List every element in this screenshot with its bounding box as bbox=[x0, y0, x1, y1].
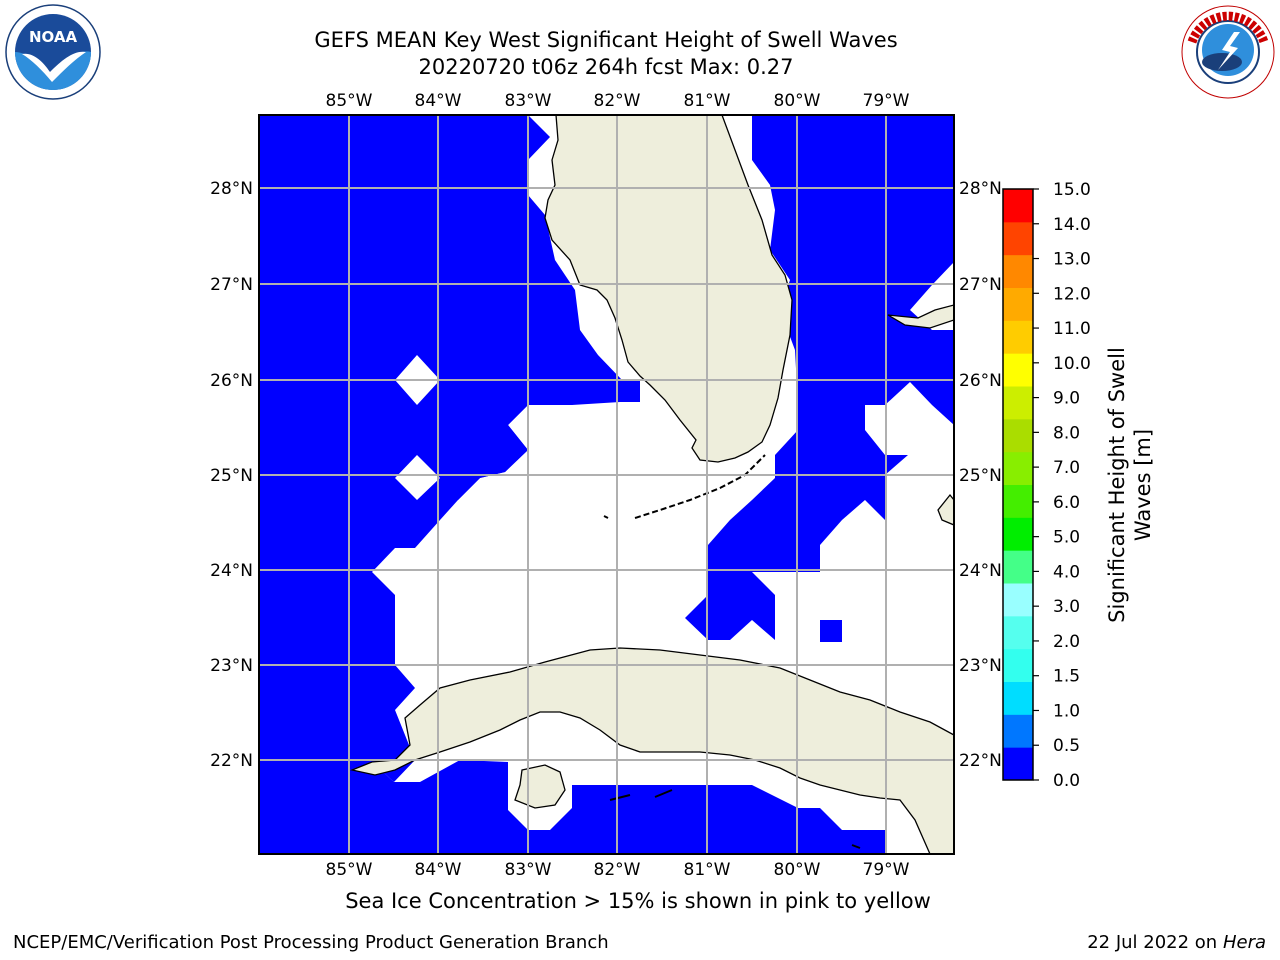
colorbar-tick-label: 10.0 bbox=[1053, 354, 1091, 374]
lon-label-top: 84°W bbox=[415, 91, 462, 111]
colorbar-title-line2: Waves [m] bbox=[1131, 429, 1155, 541]
lon-label-bottom: 81°W bbox=[684, 860, 731, 880]
lat-label-right: 25°N bbox=[959, 466, 1002, 486]
lat-label-left: 24°N bbox=[210, 561, 253, 581]
land-isle-of-youth bbox=[514, 764, 566, 809]
colorbar-title-line1: Significant Height of Swell bbox=[1105, 347, 1129, 623]
land-cuba bbox=[349, 647, 954, 854]
lat-label-left: 27°N bbox=[210, 275, 253, 295]
nws-logo bbox=[1181, 5, 1275, 99]
footer-credit: NCEP/EMC/Verification Post Processing Pr… bbox=[13, 932, 609, 953]
colorbar-segment bbox=[1003, 386, 1033, 420]
florida-keys bbox=[634, 454, 766, 519]
noaa-logo-text: NOAA bbox=[29, 28, 78, 46]
footer-date-text: 22 Jul 2022 on bbox=[1087, 932, 1223, 953]
colorbar-tick-label: 6.0 bbox=[1053, 493, 1080, 513]
colorbar-tick-label: 15.0 bbox=[1053, 180, 1091, 200]
colorbar-tick-label: 3.0 bbox=[1053, 597, 1080, 617]
map-frame bbox=[258, 114, 955, 855]
colorbar: 0.0 0.5 1.0 1.5 2.0 3.0 4.0 5.0 6.0 7.0 8.0 9.0 10.0… bbox=[1002, 180, 1091, 791]
cuba-cays bbox=[609, 789, 861, 849]
colorbar-segment bbox=[1003, 451, 1033, 485]
lat-label-right: 23°N bbox=[959, 656, 1002, 676]
lat-label-right: 27°N bbox=[959, 275, 1002, 295]
colorbar-frame bbox=[1002, 188, 1034, 781]
colorbar-tick-label: 0.5 bbox=[1053, 736, 1080, 756]
colorbar-tick-label: 11.0 bbox=[1053, 319, 1091, 339]
lat-label-right: 24°N bbox=[959, 561, 1002, 581]
colorbar-segment bbox=[1003, 747, 1033, 781]
sea-ice-caption: Sea Ice Concentration > 15% is shown in … bbox=[345, 889, 931, 913]
lon-label-bottom: 79°W bbox=[863, 860, 910, 880]
lon-label-top: 81°W bbox=[684, 91, 731, 111]
land bbox=[349, 115, 954, 854]
lon-label-top: 85°W bbox=[326, 91, 373, 111]
colorbar-tick-label: 13.0 bbox=[1053, 250, 1091, 270]
colorbar-segment bbox=[1003, 287, 1033, 321]
lon-label-bottom: 82°W bbox=[594, 860, 641, 880]
colorbar-segment bbox=[1003, 583, 1033, 617]
lat-label-left: 23°N bbox=[210, 656, 253, 676]
footer-machine: Hera bbox=[1222, 932, 1266, 953]
lon-label-bottom: 80°W bbox=[774, 860, 821, 880]
colorbar-segment bbox=[1003, 189, 1033, 223]
colorbar-segment bbox=[1003, 681, 1033, 715]
land-bahamas bbox=[887, 304, 954, 329]
colorbar-tick-label: 1.0 bbox=[1053, 701, 1080, 721]
colorbar-segment bbox=[1003, 353, 1033, 387]
colorbar-tick-label: 5.0 bbox=[1053, 528, 1080, 548]
lat-label-left: 26°N bbox=[210, 371, 253, 391]
lon-label-bottom: 85°W bbox=[326, 860, 373, 880]
colorbar-segment bbox=[1003, 615, 1033, 650]
chart-subtitle: 20220720 t06z 264h fcst Max: 0.27 bbox=[418, 55, 794, 79]
colorbar-segment bbox=[1003, 320, 1033, 354]
colorbar-tick-label: 1.5 bbox=[1053, 667, 1080, 687]
graticule bbox=[259, 115, 954, 854]
lat-label-right: 26°N bbox=[959, 371, 1002, 391]
noaa-logo: NOAA bbox=[5, 4, 101, 100]
colorbar-segment bbox=[1003, 714, 1033, 748]
colorbar-segment bbox=[1003, 418, 1033, 453]
land-florida bbox=[544, 115, 793, 463]
dry-tortugas bbox=[603, 515, 609, 519]
colorbar-tick-label: 8.0 bbox=[1053, 423, 1080, 443]
colorbar-tick-label: 12.0 bbox=[1053, 284, 1091, 304]
lat-label-right: 22°N bbox=[959, 751, 1002, 771]
land-andros bbox=[937, 493, 954, 526]
colorbar-segment bbox=[1003, 517, 1033, 551]
footer-date: 22 Jul 2022 on Hera bbox=[1087, 932, 1266, 953]
lat-label-right: 28°N bbox=[959, 179, 1002, 199]
lat-label-left: 25°N bbox=[210, 466, 253, 486]
lon-label-top: 80°W bbox=[774, 91, 821, 111]
swell-region-south-cuba bbox=[259, 760, 885, 854]
colorbar-tick-label: 14.0 bbox=[1053, 215, 1091, 235]
swell-cell-square bbox=[820, 620, 842, 642]
colorbar-tick-label: 0.0 bbox=[1053, 771, 1080, 791]
lon-label-top: 83°W bbox=[505, 91, 552, 111]
swell-region-atlantic bbox=[708, 115, 954, 572]
colorbar-tick-label: 7.0 bbox=[1053, 458, 1080, 478]
lon-label-top: 82°W bbox=[594, 91, 641, 111]
swell-region-gulf-mid bbox=[395, 355, 640, 500]
lat-label-left: 22°N bbox=[210, 751, 253, 771]
lat-label-left: 28°N bbox=[210, 179, 253, 199]
lon-label-top: 79°W bbox=[863, 91, 910, 111]
colorbar-segment bbox=[1003, 550, 1033, 584]
lon-label-bottom: 83°W bbox=[505, 860, 552, 880]
colorbar-segment bbox=[1003, 484, 1033, 518]
lon-label-bottom: 84°W bbox=[415, 860, 462, 880]
colorbar-segment bbox=[1003, 254, 1033, 288]
colorbar-segment bbox=[1003, 221, 1033, 256]
colorbar-tick-label: 4.0 bbox=[1053, 562, 1080, 582]
chart-title: GEFS MEAN Key West Significant Height of… bbox=[314, 28, 898, 52]
colorbar-tick-label: 9.0 bbox=[1053, 389, 1080, 409]
colorbar-tick-label: 2.0 bbox=[1053, 632, 1080, 652]
colorbar-segment bbox=[1003, 648, 1033, 682]
